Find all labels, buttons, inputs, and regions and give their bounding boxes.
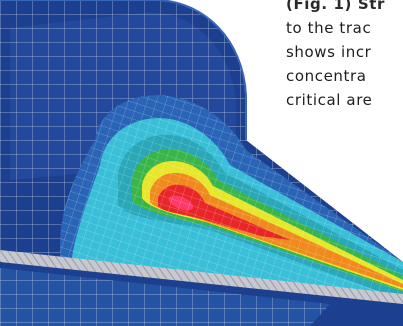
figure-caption: (Fig. 1) Str to the trac shows incr conc… [284, 0, 403, 120]
caption-line-5: critical are [286, 91, 373, 109]
caption-line-1: (Fig. 1) Str [286, 0, 385, 13]
caption-line-3: shows incr [286, 43, 372, 61]
caption-line-4: concentra [286, 67, 367, 85]
caption-line-2: to the trac [286, 19, 372, 37]
